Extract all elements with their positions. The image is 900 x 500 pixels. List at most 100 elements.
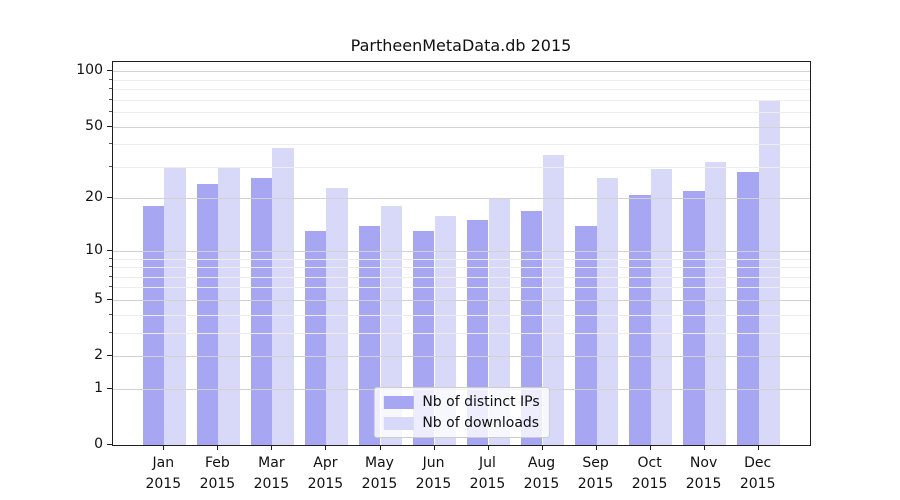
x-tick: [757, 445, 759, 450]
x-tick-label-aug: Aug 2015: [523, 455, 560, 492]
x-tick: [217, 445, 219, 450]
gridline-minor: [113, 89, 810, 90]
gridline-minor: [113, 111, 810, 113]
chart-title: PartheenMetaData.db 2015: [350, 36, 572, 55]
y-tick-label: 100: [76, 62, 103, 79]
y-tick-label: 2: [94, 347, 103, 363]
bar-distinct-ips-sep: [575, 225, 597, 445]
bar-distinct-ips-mar: [250, 178, 273, 445]
bar-distinct-ips-aug: [520, 210, 543, 445]
y-tick: [107, 249, 112, 251]
x-tick: [271, 445, 273, 450]
y-minor-tick: [109, 78, 112, 80]
bar-downloads-jan: [164, 166, 186, 445]
gridline-minor: [113, 144, 810, 146]
y-tick: [107, 298, 112, 300]
legend-label: Nb of downloads: [422, 415, 540, 431]
bar-downloads-oct: [650, 169, 673, 445]
x-tick-label-jun: Jun 2015: [415, 455, 452, 492]
x-tick: [595, 445, 597, 450]
bar-downloads-apr: [326, 187, 348, 445]
y-tick-label: 1: [94, 379, 103, 396]
x-tick-label-mar: Mar 2015: [253, 455, 290, 492]
legend: Nb of distinct IPs Nb of downloads: [373, 387, 550, 438]
legend-item: Nb of downloads: [383, 415, 539, 431]
y-tick-label: 10: [85, 241, 103, 258]
bar-downloads-sep: [596, 178, 619, 445]
gridline-major: [113, 356, 810, 357]
y-minor-tick: [109, 110, 112, 112]
x-tick: [703, 445, 705, 450]
gridline-minor: [113, 258, 810, 260]
gridline-minor: [113, 276, 810, 278]
y-tick-label: 0: [94, 436, 103, 452]
bar-downloads-feb: [218, 166, 240, 445]
y-minor-tick: [109, 266, 112, 267]
y-tick: [107, 387, 112, 389]
gridline-major: [113, 299, 810, 301]
bar-distinct-ips-nov: [683, 191, 705, 445]
y-minor-tick: [109, 286, 112, 288]
y-tick: [107, 125, 112, 127]
x-tick-label-jul: Jul 2015: [469, 455, 506, 492]
gridline-minor: [113, 287, 810, 289]
x-tick: [379, 445, 381, 450]
x-tick: [541, 445, 543, 450]
y-tick: [107, 70, 112, 72]
y-tick: [107, 197, 112, 199]
gridline-major: [113, 126, 810, 128]
gridline-minor: [113, 79, 810, 81]
plot-area: Nb of distinct IPs Nb of downloads: [112, 61, 811, 446]
x-tick-label-oct: Oct 2015: [631, 455, 668, 492]
y-minor-tick: [109, 98, 112, 100]
x-tick-label-sep: Sep 2015: [577, 455, 614, 492]
y-minor-tick: [109, 257, 112, 259]
bar-downloads-mar: [272, 148, 294, 445]
gridline-minor: [113, 267, 810, 268]
gridline-major: [113, 198, 810, 200]
y-minor-tick: [109, 88, 112, 89]
x-tick: [487, 445, 489, 450]
x-tick-label-apr: Apr 2015: [307, 455, 344, 492]
y-minor-tick: [109, 143, 112, 145]
x-tick-label-nov: Nov 2015: [685, 455, 722, 492]
y-tick-label: 5: [94, 290, 103, 307]
gridline-major: [113, 71, 810, 73]
bar-downloads-dec: [758, 99, 781, 445]
x-tick-label-feb: Feb 2015: [199, 455, 236, 492]
legend-swatch-icon: [383, 395, 414, 409]
bar-downloads-nov: [704, 161, 727, 445]
x-tick: [433, 445, 435, 450]
bar-distinct-ips-oct: [629, 194, 651, 445]
legend-swatch-icon: [383, 416, 414, 430]
x-tick-label-jan: Jan 2015: [145, 455, 182, 492]
bar-distinct-ips-dec: [737, 172, 759, 445]
x-tick: [163, 445, 165, 450]
x-tick: [325, 445, 327, 450]
y-tick: [107, 444, 112, 445]
gridline-major: [113, 250, 810, 252]
gridline-minor: [113, 99, 810, 101]
bar-distinct-ips-apr: [304, 231, 327, 445]
gridline-minor: [113, 166, 810, 168]
y-minor-tick: [109, 165, 112, 167]
y-tick-label: 20: [85, 189, 103, 206]
legend-label: Nb of distinct IPs: [422, 394, 540, 410]
bar-distinct-ips-jan: [142, 206, 165, 445]
x-tick-label-may: May 2015: [361, 455, 398, 492]
x-tick: [649, 445, 651, 450]
y-tick: [107, 355, 112, 356]
gridline-minor: [113, 314, 810, 316]
bars-layer: [113, 62, 810, 445]
y-minor-tick: [109, 331, 112, 333]
x-tick-label-dec: Dec 2015: [739, 455, 776, 492]
gridline-minor: [113, 332, 810, 334]
y-tick-label: 50: [85, 117, 103, 134]
grid-layer: [113, 62, 810, 445]
bar-downloads-may: [380, 206, 403, 445]
legend-item: Nb of distinct IPs: [383, 394, 540, 410]
y-minor-tick: [109, 313, 112, 315]
y-minor-tick: [109, 275, 112, 277]
bar-downloads-jul: [488, 198, 511, 445]
